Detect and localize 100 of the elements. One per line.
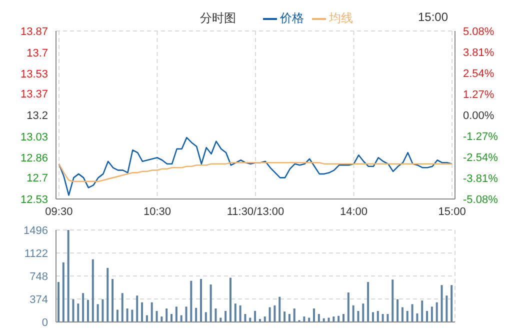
bar <box>96 304 99 322</box>
y-tick-label: 1122 <box>24 248 48 260</box>
bar <box>62 262 64 322</box>
bar <box>392 280 394 322</box>
bar <box>396 299 399 322</box>
bar <box>92 259 94 322</box>
bar <box>175 306 178 322</box>
bar <box>102 299 104 322</box>
bar <box>170 314 173 322</box>
bar <box>146 315 148 322</box>
y-tick-label: 1496 <box>24 224 48 237</box>
y2-tick-label: 2.54% <box>463 68 494 80</box>
bar <box>150 302 153 322</box>
bar <box>406 310 408 322</box>
bar <box>67 230 70 322</box>
bar <box>121 293 124 322</box>
y-tick-label: 13.87 <box>20 26 48 38</box>
bar <box>141 302 144 322</box>
bar <box>288 314 290 322</box>
bar <box>293 308 296 322</box>
bar <box>421 300 424 322</box>
line-series <box>58 136 453 196</box>
bar <box>357 310 360 322</box>
y2-tick-label: -3.81% <box>463 173 498 185</box>
legend-label: 均线 <box>328 10 353 27</box>
bar <box>284 312 286 322</box>
bar <box>411 304 414 322</box>
bar <box>430 306 433 322</box>
x-tick-label: 14:00 <box>340 206 368 218</box>
bar <box>166 308 168 322</box>
bar <box>318 314 320 322</box>
bar <box>347 292 350 322</box>
bar <box>239 305 242 322</box>
bar <box>382 314 384 322</box>
bar <box>82 293 84 322</box>
bar <box>72 299 74 322</box>
x-tick-label: 10:30 <box>143 206 171 218</box>
text: 15:00 <box>418 10 448 24</box>
bar <box>416 313 418 322</box>
bar <box>268 307 271 322</box>
bar <box>362 304 364 322</box>
bar <box>352 305 354 322</box>
y-tick-label: 13.2 <box>26 110 48 122</box>
y-tick-label: 748 <box>30 270 48 283</box>
bar <box>332 316 335 322</box>
bar <box>77 304 80 322</box>
bar <box>342 314 344 322</box>
bar <box>204 312 207 322</box>
x-tick-label: 15:00 <box>438 206 466 218</box>
bar <box>190 280 192 322</box>
bar <box>136 296 138 322</box>
bar <box>303 316 306 322</box>
bar <box>278 296 281 322</box>
y2-tick-label: -2.54% <box>463 152 498 164</box>
x-tick-label: 09:30 <box>45 206 73 218</box>
bar <box>244 314 246 322</box>
bar <box>264 316 266 322</box>
bar <box>195 308 198 322</box>
bar <box>426 310 428 322</box>
bar <box>313 308 316 322</box>
bar <box>229 278 232 322</box>
bar <box>254 310 256 322</box>
bar <box>338 316 340 322</box>
y-tick-label: 13.37 <box>20 88 48 101</box>
bar <box>249 318 252 322</box>
bar <box>401 307 404 322</box>
bar <box>367 282 370 322</box>
bar <box>156 310 158 322</box>
bar <box>372 312 374 322</box>
y-tick-label: 374 <box>30 294 48 306</box>
bar <box>376 310 379 322</box>
bar <box>440 285 443 322</box>
bar <box>224 310 227 322</box>
chart-title: 分时图 <box>200 10 236 27</box>
bar <box>308 318 310 322</box>
bar <box>106 268 109 322</box>
y-tick-label: 0 <box>42 316 48 329</box>
y2-tick-label: 0.00% <box>463 110 494 122</box>
bar <box>220 318 222 322</box>
x-tick-label: 11:30/13:00 <box>226 206 284 218</box>
bar <box>200 278 202 322</box>
y-tick-label: 13.7 <box>26 47 48 60</box>
bar <box>450 285 453 322</box>
bar <box>328 318 330 322</box>
bar <box>180 315 182 322</box>
y-tick-label: 13.53 <box>20 68 48 81</box>
bar <box>214 308 217 322</box>
bar <box>386 314 389 322</box>
bar <box>112 278 114 322</box>
bar <box>126 308 128 322</box>
bar <box>160 316 163 322</box>
line-series <box>58 162 453 182</box>
bar <box>436 302 438 322</box>
y-tick-label: 12.7 <box>26 172 48 185</box>
bar <box>446 296 448 322</box>
bar <box>86 300 89 322</box>
y2-tick-label: 5.08% <box>463 26 494 38</box>
bar <box>234 304 236 322</box>
legend-label: 价格 <box>279 10 304 27</box>
y2-tick-label: -5.08% <box>463 194 498 206</box>
